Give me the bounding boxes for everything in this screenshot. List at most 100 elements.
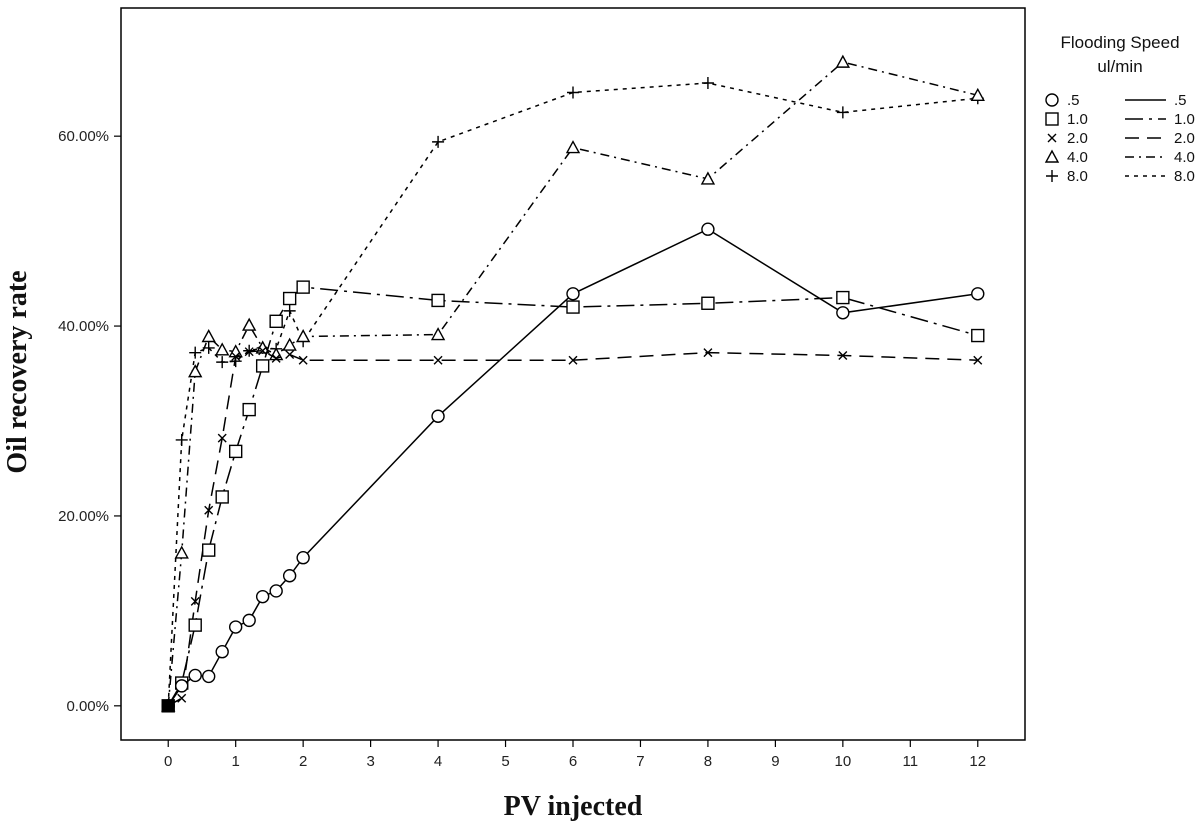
- legend-items: .5 .5 1.0 1.0 2.0 2.0 4.0 4.0 8.0 8.0: [1044, 92, 1195, 185]
- data-point-circle: [701, 222, 715, 236]
- data-point-x: [433, 355, 443, 365]
- data-point-triangle: [188, 364, 203, 378]
- data-point-square: [836, 290, 850, 305]
- data-point-x: [298, 355, 308, 365]
- series-line-triangle: [167, 61, 978, 706]
- data-point-square: [566, 300, 580, 314]
- legend-marker-label: .5: [1067, 92, 1080, 109]
- data-point-plus: [283, 304, 296, 317]
- data-point-circle: [175, 679, 189, 693]
- data-point-plus: [567, 86, 579, 99]
- x-tick-label: 1: [232, 753, 240, 770]
- legend-marker-square: [1045, 112, 1059, 126]
- data-point-x: [703, 348, 713, 358]
- data-point-square: [431, 293, 445, 308]
- y-tick-label: 40.00%: [58, 318, 109, 335]
- data-point-square: [701, 296, 715, 310]
- x-axis-title: PV injected: [504, 791, 643, 822]
- series-square: [161, 280, 985, 713]
- data-point-triangle: [565, 140, 581, 154]
- y-axis-title: Oil recovery rate: [2, 270, 33, 473]
- data-point-circle: [215, 645, 229, 659]
- x-tick-label: 3: [366, 753, 374, 770]
- legend-line-label: 1.0: [1174, 111, 1195, 128]
- data-point-triangle: [295, 329, 311, 343]
- data-point-x: [973, 355, 983, 365]
- legend-marker-triangle: [1044, 149, 1060, 163]
- series-line-square: [167, 286, 979, 707]
- legend-marker-label: 4.0: [1067, 149, 1088, 166]
- data-point-square: [228, 444, 243, 459]
- data-point-square: [202, 543, 216, 557]
- data-point-square: [215, 490, 229, 504]
- y-tick-label: 0.00%: [66, 698, 109, 715]
- data-point-square: [971, 328, 985, 343]
- data-point-triangle: [430, 327, 446, 341]
- legend-marker-label: 1.0: [1067, 111, 1088, 128]
- data-point-circle: [566, 287, 580, 301]
- data-point-circle: [188, 668, 202, 683]
- data-point-circle: [255, 589, 270, 604]
- legend-title-line-1: Flooding Speed: [1060, 33, 1179, 52]
- series-x: [163, 346, 983, 711]
- legend-marker-plus: [1046, 170, 1058, 182]
- data-point-square: [188, 618, 202, 632]
- legend-marker-circle: [1045, 93, 1059, 107]
- data-point-triangle: [282, 337, 297, 351]
- data-point-plus: [836, 106, 849, 119]
- legend-line-label: 2.0: [1174, 130, 1195, 147]
- legend-line-label: .5: [1174, 92, 1187, 109]
- data-point-circle: [971, 287, 985, 301]
- data-point-x: [285, 350, 295, 360]
- data-point-triangle: [201, 329, 216, 343]
- x-tick-label: 9: [771, 753, 779, 770]
- x-tick-label: 4: [434, 753, 442, 770]
- data-point-square: [282, 291, 297, 306]
- data-point-x: [231, 351, 241, 361]
- x-tick-label: 10: [835, 753, 852, 770]
- data-point-square: [255, 359, 270, 373]
- data-point-triangle: [241, 317, 257, 331]
- x-tick-label: 12: [969, 753, 986, 770]
- y-tick-label: 20.00%: [58, 508, 109, 525]
- data-point-plus: [216, 356, 229, 369]
- data-point-circle: [228, 620, 243, 634]
- data-point-square: [269, 314, 283, 329]
- data-point-x: [838, 350, 848, 360]
- data-point-triangle: [835, 54, 851, 68]
- x-tick-label: 0: [164, 753, 172, 770]
- data-point-triangle: [215, 342, 230, 356]
- x-tick-label: 5: [501, 753, 509, 770]
- series-triangle: [161, 54, 985, 712]
- series-line-plus: [167, 82, 978, 706]
- origin-overlap-marker: [162, 699, 175, 712]
- data-point-triangle: [700, 171, 716, 185]
- data-point-circle: [269, 584, 283, 598]
- legend-line-label: 8.0: [1174, 168, 1195, 185]
- series-layer: [161, 54, 985, 713]
- data-point-x: [568, 355, 578, 365]
- x-tick-label: 8: [704, 753, 712, 770]
- x-tick-label: 7: [636, 753, 644, 770]
- series-line-x: [167, 349, 978, 707]
- x-tick-label: 6: [569, 753, 577, 770]
- data-point-circle: [202, 669, 216, 684]
- data-point-x: [258, 346, 268, 356]
- plot-frame: [120, 7, 1026, 741]
- legend-title-line-2: ul/min: [1097, 57, 1142, 76]
- series-line-circle: [167, 228, 978, 707]
- series-circle: [161, 222, 985, 713]
- data-point-triangle: [174, 545, 189, 559]
- data-point-circle: [431, 409, 445, 423]
- data-point-circle: [282, 569, 297, 583]
- data-point-plus: [432, 135, 445, 148]
- data-point-x: [177, 693, 187, 703]
- x-tick-label: 2: [299, 753, 307, 770]
- data-point-x: [217, 433, 227, 443]
- data-point-circle: [242, 613, 256, 628]
- data-point-x: [204, 505, 214, 515]
- data-point-triangle: [970, 87, 985, 102]
- data-point-square: [296, 280, 310, 294]
- data-point-circle: [836, 306, 850, 320]
